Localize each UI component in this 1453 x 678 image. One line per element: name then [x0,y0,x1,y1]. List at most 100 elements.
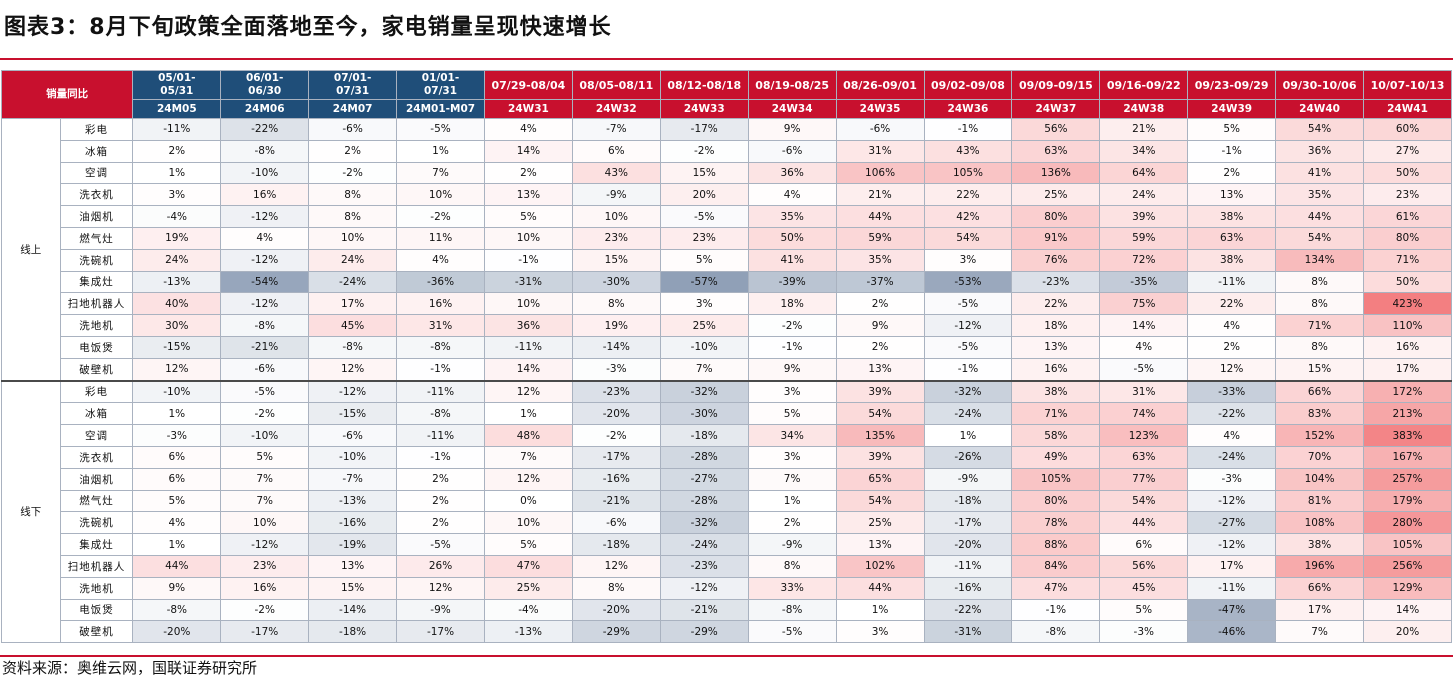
table-row: 洗衣机 6% 5% -10% -1% 7% -17% -28% 3% 39% -26% 49% 63% -… [2,445,1452,469]
value-cell: 31% [835,139,925,163]
value-cell: 60% [1363,118,1452,141]
value-cell: 5% [132,489,222,513]
value-cell: 80% [1011,205,1101,228]
value-cell: -17% [659,118,749,141]
table-body: 线上 彩电 -11% -22% -6% -5% 4% -7% -17% 9% -6% -1% 56% 21… [1,117,1452,644]
value-cell: -6% [571,511,661,535]
value-cell: -18% [659,424,749,447]
value-cell: -5% [220,379,310,404]
value-cell: 76% [1011,248,1101,272]
column-range-header: 01/01- 07/31 [396,70,485,100]
value-cell: 45% [308,314,398,337]
value-cell: 13% [308,554,398,578]
product-label: 燃气灶 [59,489,134,513]
value-cell: -18% [308,620,398,644]
column-week-header: 24W34 [747,99,837,119]
value-cell: -24% [923,402,1013,426]
value-cell: 65% [835,467,925,491]
value-cell: 9% [835,314,925,337]
table-row: 集成灶 1% -12% -19% -5% 5% -18% -24% -9% 13% -20% 88% 6… [2,533,1452,556]
value-cell: 41% [747,248,837,272]
value-cell: 44% [1275,205,1365,228]
value-cell: 8% [747,554,837,578]
value-cell: 5% [220,445,310,469]
value-cell: 7% [659,357,749,382]
product-label: 洗衣机 [59,445,134,469]
column-week-header: 24W40 [1275,99,1365,119]
column-range-header: 09/23-09/29 [1187,70,1277,100]
value-cell: 84% [1011,554,1101,578]
value-cell: -29% [571,620,661,644]
value-cell: 35% [1275,183,1365,207]
value-cell: -23% [659,554,749,578]
column-week-header: 24W31 [483,99,573,119]
value-cell: -17% [220,620,310,644]
value-cell: 14% [483,139,573,163]
product-label: 洗衣机 [59,183,134,207]
value-cell: 23% [220,554,310,578]
table-row: 油烟机 -4% -12% 8% -2% 5% 10% -5% 35% 44% 42% 80% 39% 38… [2,205,1452,228]
table-row: 线下 彩电 -10% -5% -12% -11% 12% -23% -32% 3% 39% -32% 3… [1,379,1452,644]
value-cell: 63% [1011,139,1101,163]
value-cell: 123% [1099,424,1189,447]
value-cell: 4% [132,511,222,535]
value-cell: 13% [1011,335,1101,359]
value-cell: -30% [571,270,661,294]
value-cell: 38% [1275,533,1365,556]
value-cell: 25% [483,576,573,600]
value-cell: 2% [747,511,837,535]
value-cell: 12% [571,554,661,578]
value-cell: 8% [1275,292,1365,316]
value-cell: -17% [396,620,485,644]
value-cell: -35% [1099,270,1189,294]
value-cell: 13% [835,533,925,556]
value-cell: 423% [1363,292,1452,316]
value-cell: 54% [1099,489,1189,513]
value-cell: 7% [1275,620,1365,644]
value-cell: 2% [483,161,573,185]
value-cell: -9% [571,183,661,207]
value-cell: 2% [1187,161,1277,185]
column-range-header: 06/01- 06/30 [220,70,310,100]
value-cell: 15% [1275,357,1365,382]
value-cell: 102% [835,554,925,578]
segment-label: 线上 [1,117,61,382]
value-cell: -18% [923,489,1013,513]
column-week-header: 24W32 [571,99,661,119]
value-cell: -19% [308,533,398,556]
value-cell: -2% [220,402,310,426]
column-week-header: 24W33 [659,99,749,119]
value-cell: -20% [571,402,661,426]
value-cell: 15% [659,161,749,185]
value-cell: 152% [1275,424,1365,447]
value-cell: -8% [1011,620,1101,644]
value-cell: 8% [571,576,661,600]
value-cell: 64% [1099,161,1189,185]
value-cell: -46% [1187,620,1277,644]
value-cell: 23% [571,226,661,250]
value-cell: 5% [1099,598,1189,622]
value-cell: 2% [132,139,222,163]
value-cell: 110% [1363,314,1452,337]
value-cell: -53% [923,270,1013,294]
value-cell: -29% [659,620,749,644]
value-cell: 80% [1011,489,1101,513]
value-cell: 16% [1011,357,1101,382]
value-cell: -2% [571,424,661,447]
value-cell: 16% [220,576,310,600]
value-cell: 16% [220,183,310,207]
value-cell: -24% [659,533,749,556]
value-cell: -47% [1187,598,1277,622]
value-cell: -11% [1187,576,1277,600]
value-cell: 8% [308,183,398,207]
value-cell: 17% [1275,598,1365,622]
value-cell: 59% [1099,226,1189,250]
value-cell: -5% [659,205,749,228]
column-range-header: 08/05-08/11 [571,70,661,100]
value-cell: 3% [923,248,1013,272]
column-range-header: 07/01- 07/31 [308,70,398,100]
table-row: 冰箱 2% -8% 2% 1% 14% 6% -2% -6% 31% 43% 63% 34% -1% 36%… [2,139,1452,163]
value-cell: -11% [483,335,573,359]
value-cell: -11% [396,424,485,447]
column-week-header: 24W36 [923,99,1013,119]
